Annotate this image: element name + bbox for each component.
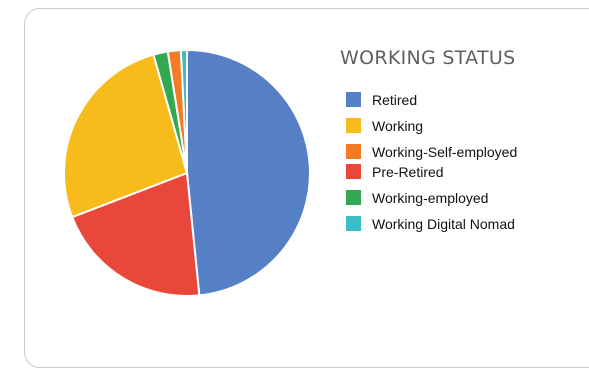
- pie-slices: [62, 48, 311, 297]
- legend-label-pre-retired: Pre-Retired: [372, 163, 444, 180]
- legend-swatch-working-employed: [346, 190, 361, 205]
- legend-label-working-self-employed: Working-Self-employed: [372, 143, 518, 160]
- legend-label-working-employed: Working-employed: [372, 189, 489, 206]
- legend: Retired Working Working-Self-employed Pr…: [346, 90, 517, 240]
- pie-slice-working-digital-nomad[interactable]: [179, 48, 188, 174]
- legend-item-pre-retired[interactable]: Pre-Retired: [346, 162, 517, 181]
- pie-chart: [62, 48, 311, 297]
- legend-label-working-digital-nomad: Working Digital Nomad: [372, 215, 515, 232]
- legend-item-working-employed[interactable]: Working-employed: [346, 188, 517, 207]
- legend-label-working: Working: [372, 117, 424, 134]
- legend-item-working-digital-nomad[interactable]: Working Digital Nomad: [346, 214, 517, 233]
- legend-swatch-working: [346, 118, 361, 133]
- legend-item-working[interactable]: Working: [346, 116, 517, 135]
- legend-label-retired: Retired: [372, 91, 418, 108]
- legend-swatch-working-digital-nomad: [346, 216, 361, 231]
- legend-item-retired[interactable]: Retired: [346, 90, 517, 109]
- legend-item-working-self-employed[interactable]: Working-Self-employed: [346, 142, 517, 161]
- legend-swatch-retired: [346, 92, 361, 107]
- pie-slice-working[interactable]: [62, 53, 189, 219]
- pie-slice-pre-retired[interactable]: [70, 171, 201, 297]
- pie-slice-retired[interactable]: [186, 48, 311, 297]
- legend-swatch-pre-retired: [346, 164, 361, 179]
- legend-swatch-working-self-employed: [346, 144, 361, 159]
- chart-title: WORKING STATUS: [340, 47, 516, 69]
